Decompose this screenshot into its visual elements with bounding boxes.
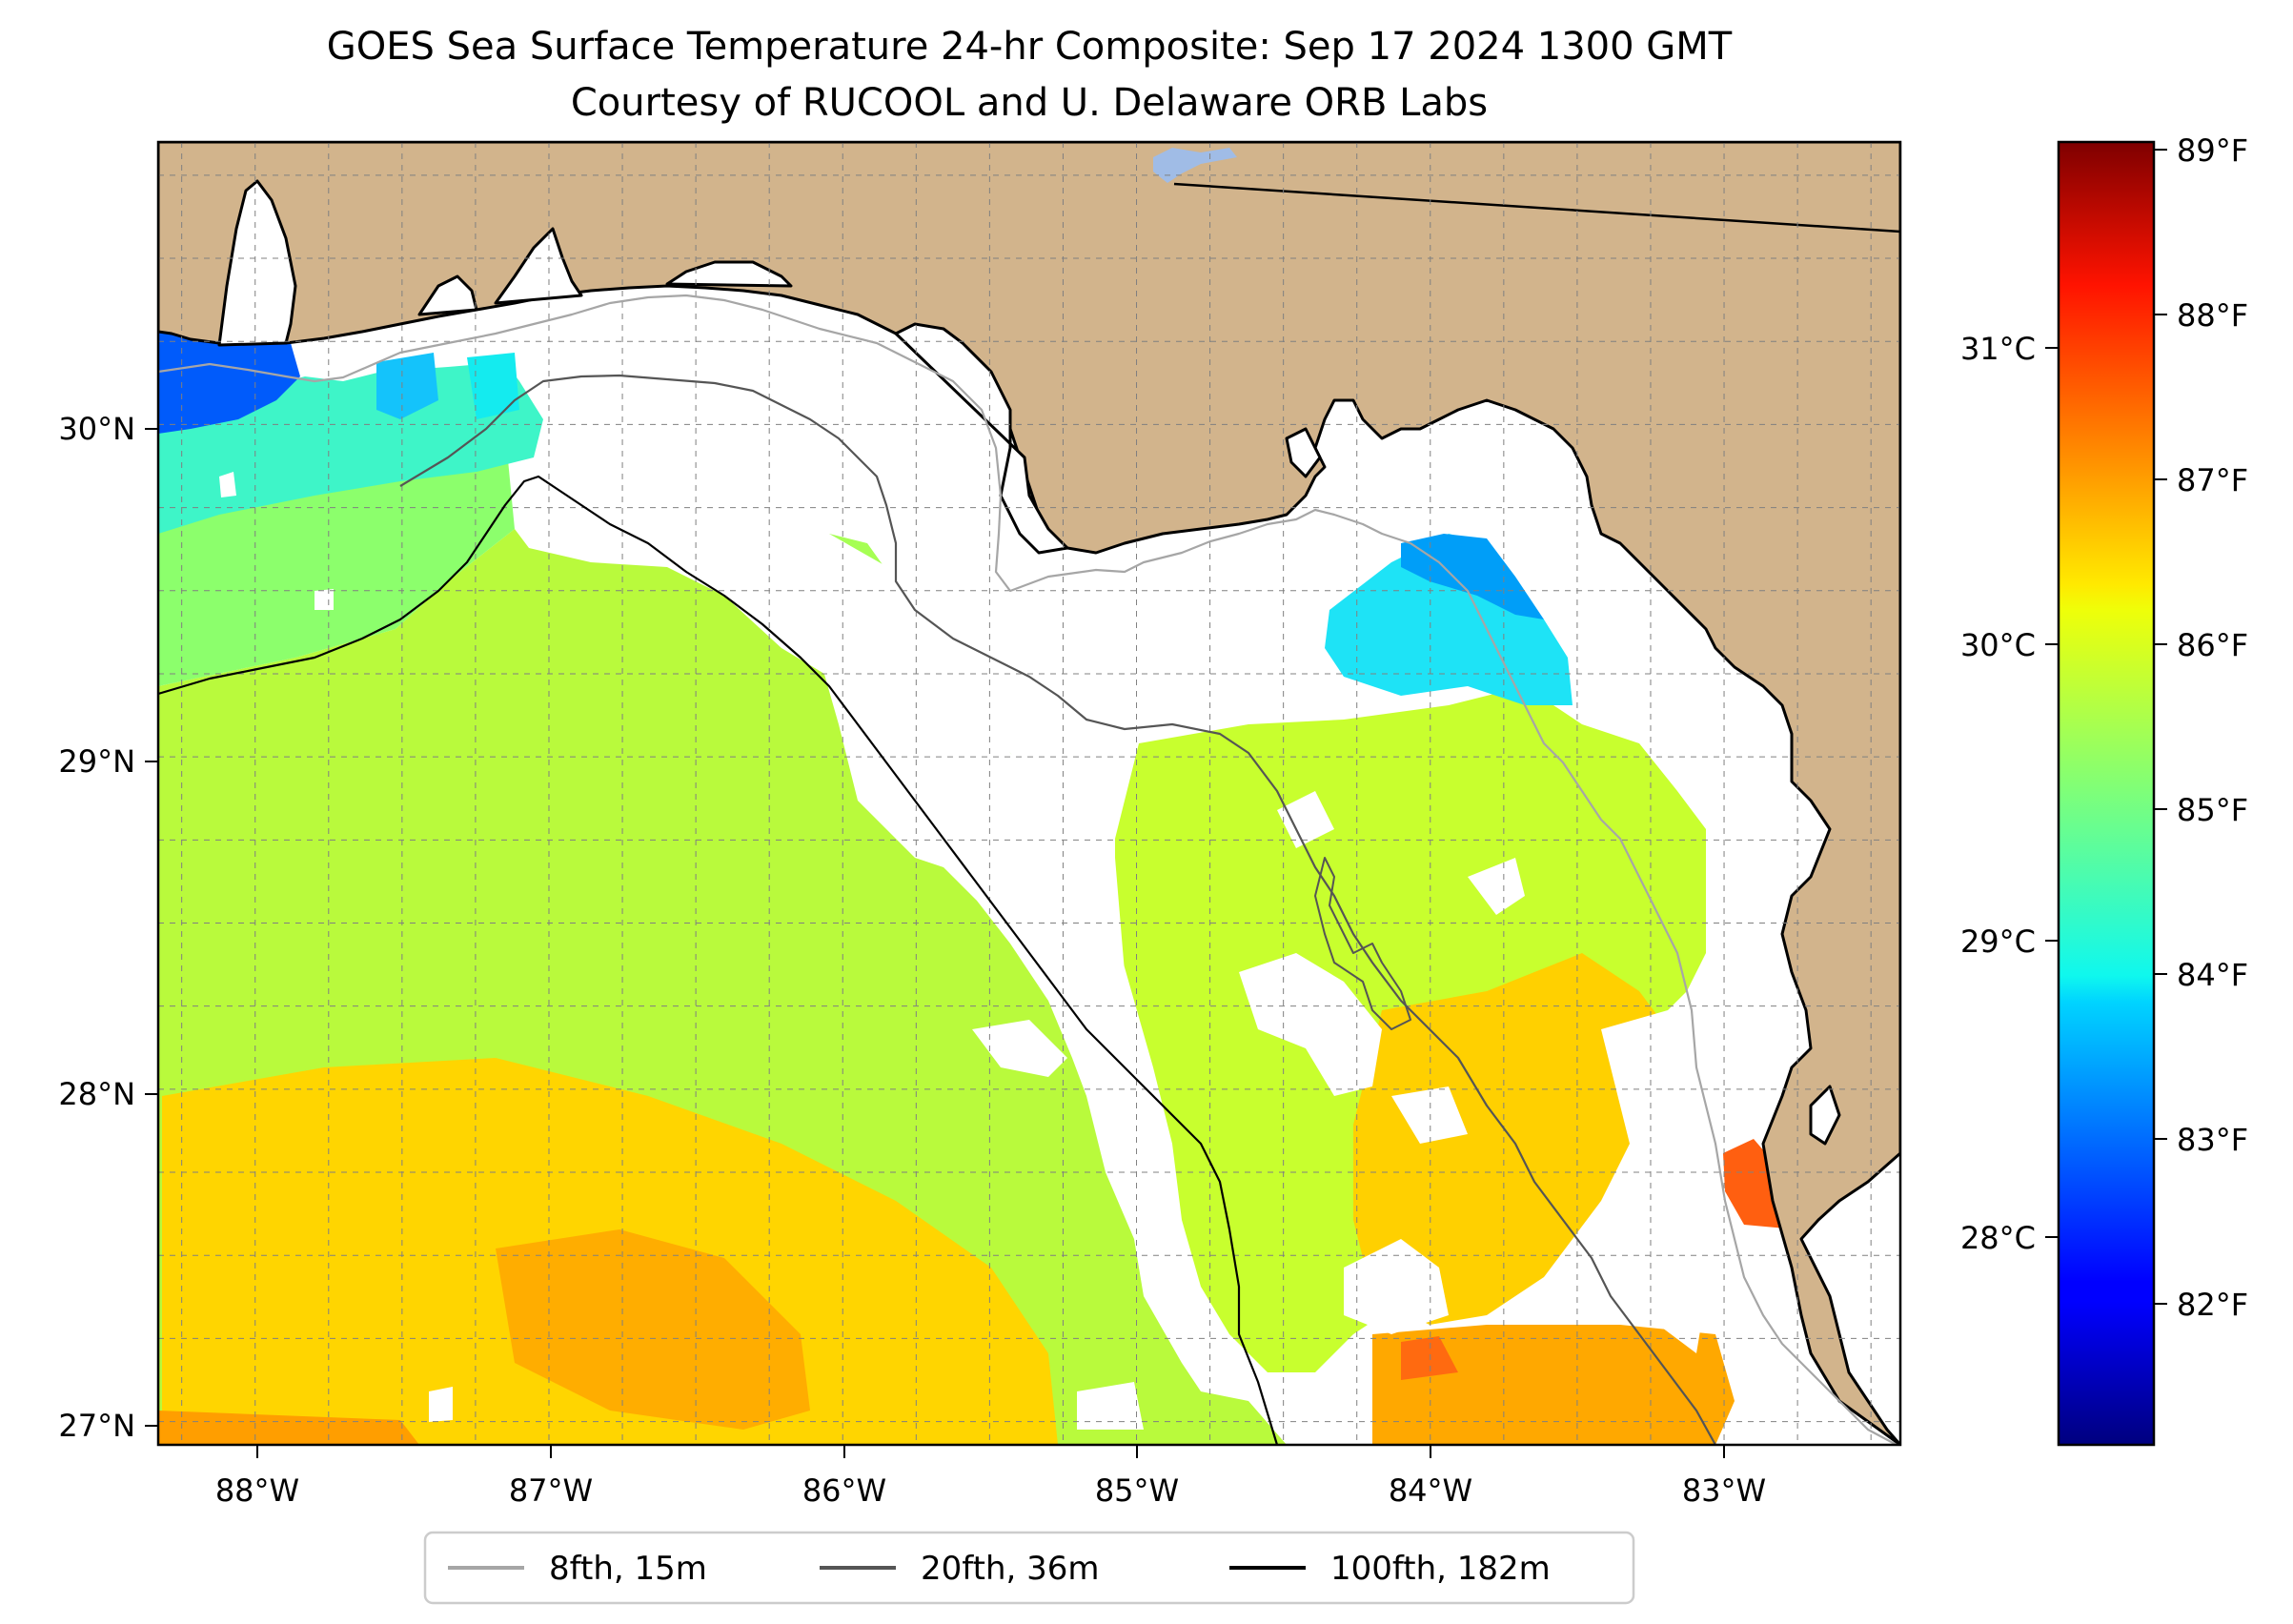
legend-label-100fth: 100fth, 182m bbox=[1330, 1550, 1551, 1588]
legend-label-20fth: 20fth, 36m bbox=[921, 1550, 1100, 1588]
chart-subtitle: Courtesy of RUCOOL and U. Delaware ORB L… bbox=[571, 81, 1488, 125]
map-area bbox=[158, 142, 1900, 1445]
colorbar-f-label: 87°F bbox=[2177, 462, 2248, 498]
colorbar-f-label: 85°F bbox=[2177, 792, 2248, 828]
choctawhatchee-bay bbox=[494, 227, 583, 305]
sst-hot-core bbox=[496, 1229, 810, 1430]
colorbar-c-label: 30°C bbox=[1960, 627, 2036, 663]
lon-tick-label: 84°W bbox=[1389, 1472, 1472, 1509]
land-north-coast bbox=[158, 142, 1900, 1445]
longitude-axis: 88°W 87°W 86°W 85°W 84°W 83°W bbox=[215, 1445, 1766, 1509]
gridlines bbox=[158, 142, 1900, 1445]
pensacola-bay bbox=[417, 274, 478, 316]
colorbar-f-label: 88°F bbox=[2177, 297, 2248, 334]
colorbar: 82°F 83°F 84°F 85°F 86°F 87°F 88°F 89°F … bbox=[1960, 132, 2248, 1447]
sst-coolest-east bbox=[1401, 534, 1544, 619]
sst-field bbox=[158, 291, 1811, 1445]
colorbar-c-label: 29°C bbox=[1960, 924, 2036, 960]
sst-cold-patch-mid bbox=[376, 353, 438, 419]
lake bbox=[1153, 148, 1237, 183]
st-andrews-bay bbox=[665, 260, 793, 288]
colorbar-f-label: 86°F bbox=[2177, 627, 2248, 663]
isobath-20fth-islands bbox=[1314, 857, 1411, 1030]
land-mass bbox=[158, 142, 1900, 1445]
isobath-20fth bbox=[399, 374, 1716, 1445]
sst-southeast-warm bbox=[1372, 1325, 1735, 1445]
colorbar-f-label: 82°F bbox=[2177, 1287, 2248, 1323]
latitude-axis: 30°N 29°N 28°N 27°N bbox=[58, 411, 158, 1444]
legend: 8fth, 15m 20fth, 36m 100fth, 182m bbox=[423, 1531, 1635, 1605]
colorbar-c-label: 28°C bbox=[1960, 1220, 2036, 1256]
colorbar-f-label: 89°F bbox=[2177, 132, 2248, 169]
no-data-gaps bbox=[219, 472, 1715, 1430]
lat-tick-label: 30°N bbox=[58, 411, 135, 447]
lon-tick-label: 85°W bbox=[1095, 1472, 1179, 1509]
lat-tick-label: 29°N bbox=[58, 743, 135, 780]
lon-tick-label: 88°W bbox=[215, 1472, 299, 1509]
isobaths bbox=[158, 294, 1897, 1445]
mobile-bay bbox=[217, 179, 297, 347]
colorbar-f-label: 84°F bbox=[2177, 957, 2248, 993]
colorbar-celsius-ticks: 28°C 29°C 30°C 31°C bbox=[1960, 331, 2059, 1256]
colorbar-fahrenheit-ticks: 82°F 83°F 84°F 85°F 86°F 87°F 88°F 89°F bbox=[2154, 132, 2248, 1323]
lat-tick-label: 28°N bbox=[58, 1076, 135, 1112]
state-border bbox=[1173, 182, 1900, 233]
isobath-100fth bbox=[158, 475, 1279, 1445]
tampa-bay bbox=[1809, 1085, 1841, 1146]
colorbar-gradient bbox=[2057, 140, 2156, 1447]
colorbar-f-label: 83°F bbox=[2177, 1122, 2248, 1158]
legend-label-8fth: 8fth, 15m bbox=[549, 1550, 707, 1588]
lon-tick-label: 86°W bbox=[802, 1472, 886, 1509]
isobath-8fth bbox=[158, 294, 1897, 1445]
chart-title: GOES Sea Surface Temperature 24-hr Compo… bbox=[327, 25, 1733, 69]
sst-southwest-edge bbox=[158, 1411, 419, 1445]
lon-tick-label: 87°W bbox=[509, 1472, 593, 1509]
colorbar-c-label: 31°C bbox=[1960, 331, 2036, 367]
lat-tick-label: 27°N bbox=[58, 1408, 135, 1444]
apalachee-bay bbox=[1285, 427, 1322, 478]
bays bbox=[217, 179, 1841, 1146]
sst-hot-spot-south bbox=[1401, 1336, 1458, 1380]
sst-cold-patch-east bbox=[467, 353, 519, 419]
legend-box bbox=[423, 1531, 1635, 1605]
map-frame bbox=[156, 140, 1902, 1447]
lon-tick-label: 83°W bbox=[1682, 1472, 1766, 1509]
